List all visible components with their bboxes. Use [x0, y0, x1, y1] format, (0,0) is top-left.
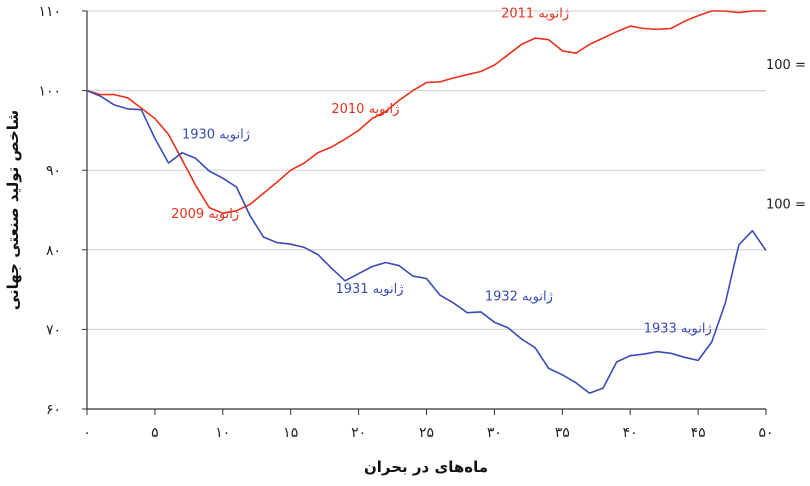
x-tick-label: ۳۰ [487, 425, 502, 441]
y-tick-label: ۶۰ [46, 402, 61, 418]
y-tick-label: ۸۰ [46, 243, 61, 259]
date-annotation: ژانویه 1933 [644, 322, 712, 337]
series-1929-line [86, 89, 767, 394]
x-tick-label: ۱۵ [283, 425, 298, 441]
x-tick-label: ۲۰ [351, 425, 366, 441]
y-tick-label: ۱۱۰ [38, 4, 61, 20]
x-axis-title: ماه‌های در بحران [364, 458, 488, 476]
y-tick-label: ۹۰ [46, 163, 61, 179]
series-base-note: ژوئن 1929 = 100 [766, 197, 810, 212]
y-axis-title: شاخص تولید صنعتی جهانی [4, 110, 22, 310]
x-tick-label: ۴۰ [623, 425, 638, 441]
date-annotation: ژانویه 1931 [335, 282, 403, 297]
date-annotation: ژانویه 1932 [485, 290, 553, 305]
series-2008-line [86, 10, 766, 214]
x-axis-ticks: ۰ ۵ ۱۰ ۱۵ ۲۰ ۲۵ ۳۰ ۳۵ ۴۰ ۴۵ ۵۰ [83, 409, 774, 441]
x-tick-label: ۲۵ [419, 425, 434, 441]
x-tick-label: ۳۵ [555, 425, 570, 441]
series-lines [86, 10, 767, 394]
series-base-note: آوریل 2008 = 100 [766, 56, 810, 73]
x-tick-label: ۱۰ [215, 425, 230, 441]
gridlines [87, 10, 766, 330]
date-annotation: ژانویه 1930 [182, 127, 250, 142]
x-tick-label: ۵۰ [758, 425, 773, 441]
y-axis-ticks: ۶۰ ۷۰ ۸۰ ۹۰ ۱۰۰ ۱۱۰ [38, 4, 87, 418]
x-tick-label: ۵ [151, 425, 159, 441]
date-annotation: ژانویه 2009 [171, 207, 239, 222]
y-tick-label: ۱۰۰ [38, 84, 61, 100]
date-annotation: ژانویه 2011 [501, 6, 569, 21]
x-tick-label: ۴۵ [691, 425, 706, 441]
x-tick-label: ۰ [83, 425, 91, 441]
y-tick-label: ۷۰ [46, 322, 61, 338]
date-annotation: ژانویه 2010 [331, 102, 399, 117]
